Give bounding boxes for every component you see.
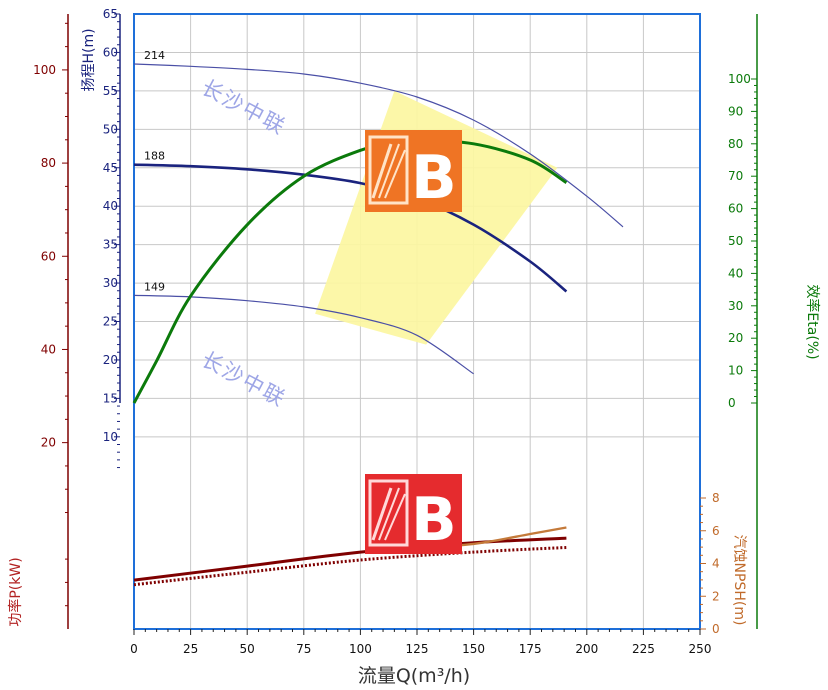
flow-axis-tick-label: 150 — [462, 642, 485, 656]
flow-axis-tick-label: 225 — [632, 642, 655, 656]
efficiency-axis-tick-label: 50 — [728, 234, 743, 248]
npsh-axis-tick-label: 6 — [712, 524, 720, 538]
svg-text:B: B — [411, 485, 457, 555]
head-axis-tick-label: 65 — [103, 7, 118, 21]
efficiency-axis-tick-label: 100 — [728, 72, 751, 86]
flow-axis-tick-label: 25 — [183, 642, 198, 656]
npsh-axis-tick-label: 8 — [712, 491, 720, 505]
head-axis-tick-label: 20 — [103, 353, 118, 367]
axes: 0 25 50 75 100 125 150 175 200 225 250101520253035… — [33, 7, 758, 656]
power-curve-solid — [133, 536, 567, 582]
npsh-axis-tick-label: 4 — [712, 557, 720, 571]
flow-axis-tick-label: 100 — [349, 642, 372, 656]
head-curve-label-214: 214 — [144, 49, 165, 62]
head-axis-tick-label: 60 — [103, 45, 118, 59]
efficiency-axis-tick-label: 60 — [728, 202, 743, 216]
flow-axis-tick-label: 125 — [406, 642, 429, 656]
efficiency-axis-tick-label: 80 — [728, 137, 743, 151]
head-curve-214 — [133, 63, 624, 228]
power-axis-title: 功率P(kW) — [7, 557, 24, 626]
head-axis-tick-label: 15 — [103, 391, 118, 405]
head-axis-tick-label: 30 — [103, 276, 118, 290]
flow-axis-tick-label: 0 — [130, 642, 138, 656]
npsh-axis-tick-label: 2 — [712, 589, 720, 603]
flow-axis-tick-label: 75 — [296, 642, 311, 656]
efficiency-curve — [132, 139, 568, 404]
npsh-axis-title: 汽蚀NPSH(m) — [731, 535, 747, 626]
power-axis-tick-label: 60 — [41, 249, 56, 263]
head-axis-title: 扬程H(m) — [81, 28, 97, 91]
svg-text:B: B — [411, 143, 457, 213]
head-axis-tick-label: 35 — [103, 238, 118, 252]
zlb-logo-red: B — [365, 474, 462, 555]
efficiency-axis-tick-label: 30 — [728, 299, 743, 313]
zlb-logo-orange: B — [365, 130, 462, 213]
head-curve-188 — [133, 163, 568, 293]
flow-axis-tick-label: 175 — [519, 642, 542, 656]
efficiency-axis-title: 效率Eta(%) — [804, 284, 821, 359]
power-axis-tick-label: 20 — [41, 436, 56, 450]
efficiency-axis-tick-label: 0 — [728, 396, 736, 410]
power-curve-dotted — [133, 546, 567, 587]
efficiency-axis-tick-label: 40 — [728, 266, 743, 280]
efficiency-axis-tick-label: 10 — [728, 364, 743, 378]
power-axis-tick-label: 40 — [41, 342, 56, 356]
flow-axis-tick-label: 50 — [240, 642, 255, 656]
head-axis-tick-label: 45 — [103, 161, 118, 175]
power-axis-tick-label: 100 — [33, 63, 56, 77]
npsh-axis-tick-label: 0 — [712, 622, 720, 636]
watermark-text-bottom: 长沙中联 — [198, 347, 290, 411]
flow-axis-title: 流量Q(m³/h) — [358, 665, 470, 687]
head-axis-tick-label: 50 — [103, 122, 118, 136]
flow-axis-tick-label: 200 — [575, 642, 598, 656]
head-axis-tick-label: 10 — [103, 430, 118, 444]
head-curve-label-188: 188 — [144, 150, 165, 163]
efficiency-axis-tick-label: 20 — [728, 331, 743, 345]
head-axis-tick-label: 25 — [103, 315, 118, 329]
efficiency-axis-tick-label: 70 — [728, 169, 743, 183]
head-axis-tick-label: 40 — [103, 199, 118, 213]
curves: 214 188 149 — [132, 49, 624, 587]
head-curve-label-149: 149 — [144, 280, 165, 293]
head-axis-tick-label: 55 — [103, 84, 118, 98]
watermark-text-top: 长沙中联 — [198, 75, 290, 139]
flow-axis-tick-label: 250 — [689, 642, 712, 656]
efficiency-axis-tick-label: 90 — [728, 104, 743, 118]
power-axis-tick-label: 80 — [41, 156, 56, 170]
